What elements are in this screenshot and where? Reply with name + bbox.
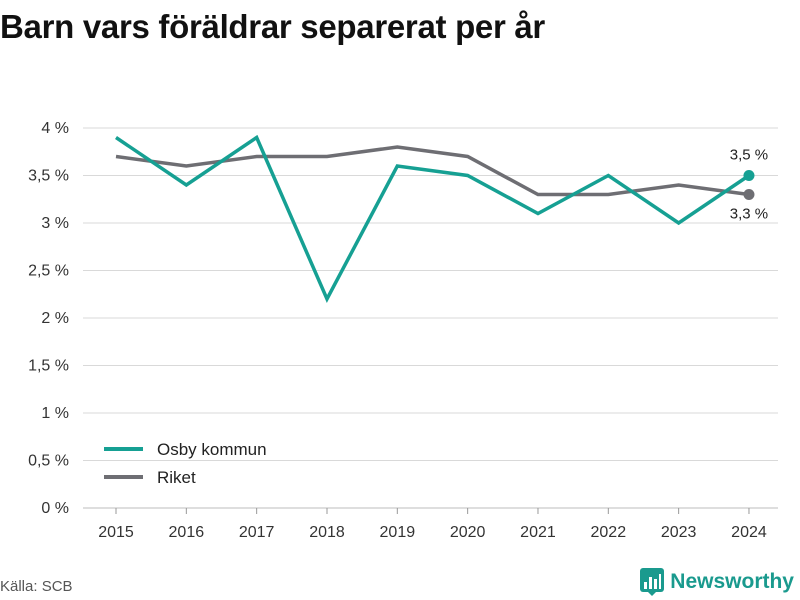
x-tick-label: 2017 xyxy=(239,524,275,541)
x-tick-label: 2022 xyxy=(591,524,627,541)
y-tick-label: 3 % xyxy=(41,215,69,232)
brand-logo[interactable]: Newsworthy xyxy=(640,568,794,596)
x-tick-label: 2020 xyxy=(450,524,486,541)
end-point-osby-kommun xyxy=(743,170,755,181)
y-tick-label: 2 % xyxy=(41,310,69,327)
x-tick-label: 2015 xyxy=(98,524,134,541)
data-label: 3,3 % xyxy=(730,206,768,223)
x-tick-label: 2023 xyxy=(661,524,697,541)
x-tick-label: 2018 xyxy=(309,524,345,541)
x-tick-label: 2024 xyxy=(731,524,767,541)
y-tick-label: 0,5 % xyxy=(28,453,69,470)
bar-chart-logo-icon xyxy=(640,568,665,596)
x-tick-label: 2016 xyxy=(169,524,205,541)
brand-name: Newsworthy xyxy=(670,570,794,593)
series-line-osby-kommun xyxy=(115,134,750,304)
legend-label: Osby kommun xyxy=(157,440,267,459)
end-point-riket xyxy=(743,189,755,200)
y-tick-label: 2,5 % xyxy=(28,263,69,280)
y-tick-label: 0 % xyxy=(41,500,69,517)
y-tick-label: 3,5 % xyxy=(28,168,69,185)
x-tick-label: 2019 xyxy=(380,524,416,541)
y-tick-label: 1 % xyxy=(41,405,69,422)
source-label: Källa: SCB xyxy=(0,578,73,595)
legend-label: Riket xyxy=(157,468,196,487)
y-tick-label: 4 % xyxy=(41,120,69,137)
y-tick-label: 1,5 % xyxy=(28,358,69,375)
x-tick-label: 2021 xyxy=(520,524,556,541)
data-label: 3,5 % xyxy=(730,147,768,164)
chart-title: Barn vars föräldrar separerat per år xyxy=(0,8,545,45)
